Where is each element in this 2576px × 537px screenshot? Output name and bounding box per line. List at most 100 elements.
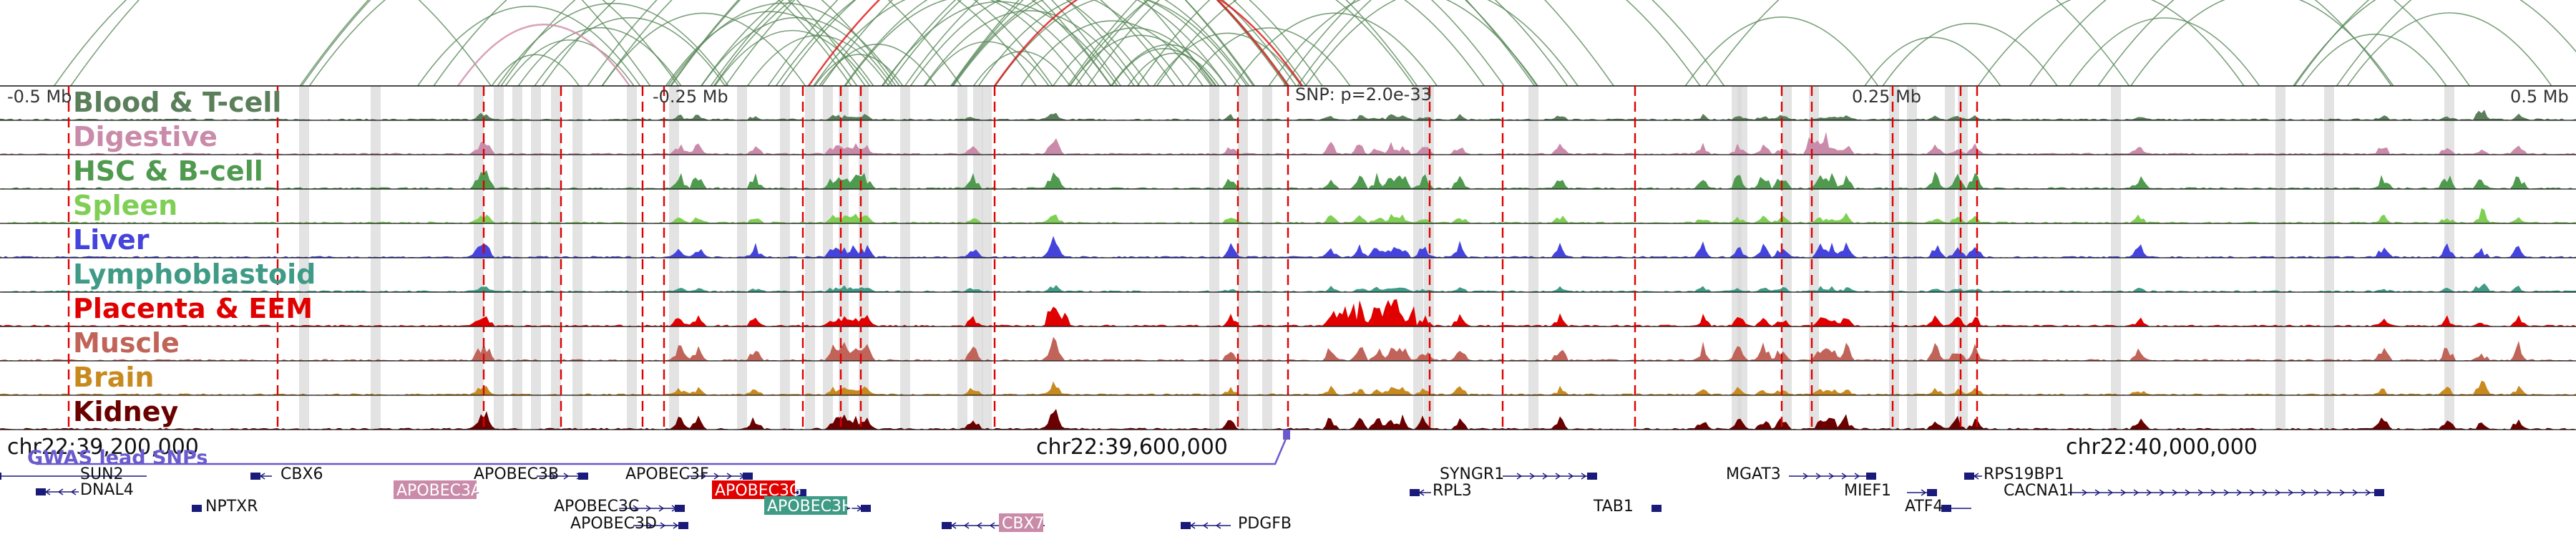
exon-block [1410, 489, 1420, 496]
gene-apobec3a: APOBEC3A [394, 480, 482, 500]
exon-block [675, 505, 685, 512]
exon-block [1964, 473, 1974, 480]
strand-arrow [2352, 489, 2358, 496]
gwas-track: GWAS lead SNPs [27, 430, 1290, 469]
gene-label: CBX6 [280, 465, 323, 483]
interaction-arc [844, 0, 1150, 87]
strand-arrow [2197, 489, 2204, 496]
gene-label: SYNGR1 [1440, 465, 1504, 483]
interaction-arc [2293, 0, 2576, 87]
track-label: Kidney [73, 396, 178, 427]
interaction-arc [904, 0, 1323, 87]
interaction-arc [924, 41, 1050, 87]
interaction-arc [308, 0, 679, 87]
interaction-arc [1882, 23, 2058, 87]
gwas-label: GWAS lead SNPs [27, 447, 208, 469]
interaction-arc [1075, 0, 1505, 87]
strand-arrow [713, 473, 720, 480]
strand-arrow [1529, 473, 1536, 480]
gene-label: RPS19BP1 [1984, 465, 2064, 483]
track-label: Placenta & EEM [73, 293, 313, 324]
gene-label: MGAT3 [1726, 465, 1781, 483]
strand-arrow [2082, 489, 2088, 496]
track-label: HSC & B-cell [73, 155, 263, 187]
strand-arrow [633, 505, 639, 512]
coord-label-1: chr22:39,200,000 [7, 435, 199, 460]
exon-block [578, 473, 588, 480]
interaction-arc [2069, 17, 2260, 87]
strand-arrow [1815, 473, 1822, 480]
exon-block [0, 473, 1, 480]
strand-arrow [2249, 489, 2255, 496]
interaction-arc [781, 0, 1176, 87]
strand-arrow [660, 522, 666, 529]
gene-highlight [764, 496, 847, 515]
gene-tab1: TAB1 [1593, 498, 1662, 516]
interaction-arc [54, 0, 492, 87]
interaction-arc [1069, 0, 1415, 87]
gene-apobec3g: APOBEC3G [712, 480, 806, 500]
interaction-arc [1268, 0, 1538, 87]
interaction-arc [457, 24, 631, 87]
strand-arrow [1542, 473, 1548, 480]
strand-arrow [2365, 489, 2371, 496]
strand-arrow [1516, 473, 1523, 480]
interaction-arc [1187, 27, 1351, 87]
interaction-arc [497, 2, 729, 87]
strand-arrow [2262, 489, 2268, 496]
interaction-arc [1705, 0, 2130, 87]
interaction-arc [534, 17, 726, 87]
gene-label: TAB1 [1593, 498, 1634, 516]
gene-label: APOBEC3D [570, 515, 657, 533]
interaction-arc [710, 0, 1141, 87]
gene-label: CBX7 [1002, 515, 1045, 533]
strand-arrow [1568, 473, 1574, 480]
gene-apobec3c: APOBEC3C [554, 498, 685, 516]
interaction-arc [504, 39, 635, 87]
track-label: Liver [73, 224, 150, 256]
interaction-arc [714, 29, 871, 87]
interaction-arc [1283, 0, 1725, 87]
strand-arrow [726, 473, 733, 480]
interaction-arc [813, 0, 1083, 87]
interaction-arc [887, 0, 1297, 87]
scale-label-neg-025: -0.25 Mb [653, 87, 728, 107]
strand-arrow [989, 522, 995, 529]
strand-arrow [2185, 489, 2191, 496]
exon-block [1866, 473, 1876, 480]
signal-track [0, 236, 2576, 258]
strand-arrow [2146, 489, 2152, 496]
strand-arrow [2107, 489, 2114, 496]
strand-arrow [2120, 489, 2127, 496]
interaction-arc [2346, 12, 2552, 87]
interaction-arc [1136, 0, 1568, 87]
exon-block [1181, 522, 1191, 529]
strand-arrow [2301, 489, 2307, 496]
interaction-arc [951, 0, 1250, 87]
interaction-arc [301, 0, 858, 87]
exon-block [1941, 505, 1951, 512]
exon-block [942, 522, 952, 529]
exon-block [192, 505, 202, 512]
scale-label-neg-05: -0.5 Mb [7, 87, 72, 107]
strand-arrow [1828, 473, 1835, 480]
exon-block [1652, 505, 1662, 512]
signal-track [0, 208, 2576, 224]
track-label: Brain [73, 362, 154, 393]
interaction-arc [665, 11, 874, 87]
exon-block [678, 522, 688, 529]
strand-arrow [1921, 489, 1927, 496]
strand-arrow [2223, 489, 2230, 496]
track-label: Lymphoblastoid [73, 258, 316, 290]
gene-rps19bp1: RPS19BP1 [1964, 465, 2064, 483]
gene-label: NPTXR [205, 498, 258, 516]
gene-atf4: ATF4 [1905, 498, 1971, 516]
gene-label: MIEF1 [1844, 482, 1891, 500]
signal-area [0, 337, 2576, 361]
strand-arrow [70, 488, 77, 495]
interaction-arcs [54, 0, 2576, 87]
track-label: Digestive [73, 121, 218, 153]
strand-arrow [2094, 489, 2101, 496]
